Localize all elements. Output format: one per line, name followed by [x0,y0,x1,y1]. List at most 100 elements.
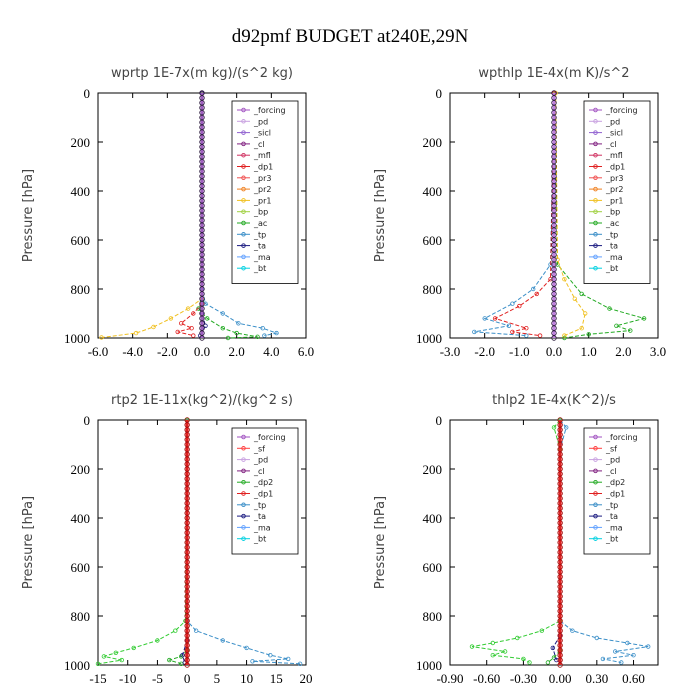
series-line-tp [559,419,649,663]
legend-marker [241,265,246,271]
series-point-ac [196,306,201,311]
legend-marker [593,186,598,192]
chart-panel-4: thlp2 1E-4x(K^2)/s Pressure [hPa] -0.90 -0.… [373,393,659,686]
legend-label: _dp1 [253,163,273,172]
legend-label: _ac [253,219,267,228]
legend-label: _forcing [253,433,286,442]
series-point-dp1 [524,326,529,331]
y-tick-label: 400 [71,511,91,526]
series-point-tp [531,286,536,292]
series-point-dp1 [189,326,194,331]
legend-label: _cl [605,467,617,476]
legend-marker [593,243,598,248]
chart-panel-1: wprtp 1E-7x(m kg)/(s^2 kg) Pressure [hPa]… [21,66,314,359]
x-tick-label: 15 [270,671,283,686]
series-line-dp2 [547,649,561,663]
y-tick-label: 400 [423,511,443,526]
plot-frame [97,419,307,666]
legend-marker [241,243,246,248]
y-tick-label: 600 [423,560,443,575]
legend-box [583,100,651,284]
forcing-marker [199,335,205,341]
series-point-ac [234,330,239,336]
figure-title: d92pmf BUDGET at240E,29N [232,26,469,47]
series-line-pr1 [555,92,586,337]
legend-marker [593,119,598,124]
series-point-tp [297,661,303,666]
legend-marker [593,141,598,147]
series-point-tp [244,645,249,651]
legend-marker [241,175,246,181]
series-point-dp1 [551,425,557,430]
legend-label: _cl [605,140,617,149]
series-point-dp1 [469,644,475,649]
legend-box [231,100,299,284]
series-point-ac [628,328,633,333]
legend-label: _ta [253,512,266,521]
legend-label: _sf [253,444,265,453]
x-tick-label: 0.60 [622,671,645,686]
legend-marker [593,164,598,169]
series-point-ta [203,323,208,328]
x-tick-label: 3.0 [650,344,666,359]
legend-marker [241,209,246,214]
legend-label: _ta [253,242,266,251]
series-point-dp1 [95,661,101,666]
series-point-tp [594,635,599,641]
x-tick-label: -10 [119,671,136,686]
series-point-ac [220,326,225,331]
y-tick-label: 0 [436,86,443,101]
series-point-dp2 [167,657,172,663]
legend-label: _pd [605,456,620,465]
legend-marker [241,232,246,237]
series-point-tp [286,656,291,662]
series-line-ta [552,635,561,661]
x-tick-label: 2.0 [229,344,245,359]
legend-label: _pd [253,117,268,126]
legend-marker [241,434,246,440]
series-point-dp1 [492,316,498,321]
legend-label: _sf [605,444,617,453]
series-point-ta [550,645,555,651]
series-point-pr1 [572,296,577,301]
y-tick-label: 200 [71,135,91,150]
series-point-tp [262,333,267,338]
legend-label: _dp1 [253,490,273,499]
legend-marker [241,164,246,169]
legend-label: _ma [253,523,271,532]
series-point-dp1 [502,649,508,654]
series-point-tp [506,323,512,328]
legend-marker [241,502,246,508]
legend-label: _bp [253,208,268,217]
y-axis-label: Pressure [hPa] [21,169,36,262]
forcing-marker [551,335,557,341]
legend-label: _pd [253,456,268,465]
y-tick-label: 0 [436,413,443,428]
series-point-tp [220,638,225,643]
series-point-ac [204,316,210,321]
series-point-dp1 [539,628,544,633]
series-point-dp1 [178,321,184,326]
series-point-dp1 [510,329,515,335]
legend-marker [241,254,246,260]
legend-label: _pr1 [605,196,623,205]
series-point-dp1 [527,660,532,665]
x-tick-label: 0.30 [585,671,608,686]
series-point-tp [193,628,199,633]
legend-marker [593,198,598,203]
legend-label: _tp [253,501,266,510]
legend-marker [241,152,246,158]
forcing-marker [184,662,190,668]
series-point-dp1 [175,329,180,335]
series-point-tp [236,321,241,326]
legend-marker [241,479,246,485]
x-tick-label: -0.90 [436,671,463,686]
series-point-ac [225,335,231,341]
legend-marker [593,130,598,135]
series-point-pr1 [168,316,173,321]
series-point-dp1 [534,291,539,297]
legend-label: _ma [605,253,623,262]
series-line-dp1 [493,92,555,337]
legend-label: _pr3 [253,174,271,183]
